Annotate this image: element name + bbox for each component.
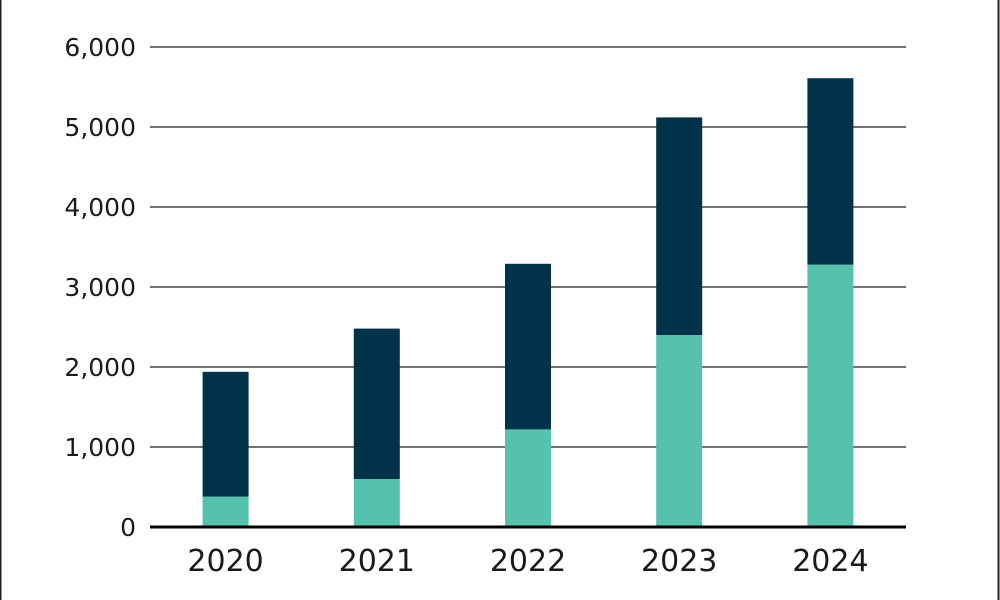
bar-segment-2022-top: [505, 263, 551, 430]
bar-segment-2021-top: [353, 328, 400, 479]
y-tick-label: 4,000: [64, 193, 136, 222]
bar-segment-2023-top: [656, 117, 703, 336]
y-tick-label: 6,000: [64, 33, 136, 62]
x-tick-label: 2023: [641, 544, 717, 579]
x-tick-label: 2021: [339, 544, 415, 579]
y-tick-label: 5,000: [64, 113, 136, 142]
y-tick-labels: 0 1,000 2,000 3,000 4,000 5,000 6,000: [64, 33, 136, 542]
x-tick-label: 2022: [490, 544, 566, 579]
bar-segment-2020-bottom: [202, 496, 249, 527]
y-tick-label: 1,000: [64, 433, 136, 462]
bar-segment-2020-top: [202, 371, 249, 497]
bar-segment-2022-bottom: [505, 429, 551, 527]
x-tick-label: 2020: [187, 544, 263, 579]
bar-segment-2023-bottom: [656, 335, 703, 527]
bar-segment-2021-bottom: [353, 479, 400, 527]
bar-segment-2024-bottom: [807, 264, 854, 527]
bars: [202, 78, 854, 527]
y-tick-label: 3,000: [64, 273, 136, 302]
y-tick-label: 2,000: [64, 353, 136, 382]
bar-segment-2024-top: [807, 78, 854, 265]
x-tick-labels: 2020 2021 2022 2023 2024: [187, 544, 868, 579]
y-tick-label: 0: [120, 513, 136, 542]
x-tick-label: 2024: [792, 544, 868, 579]
